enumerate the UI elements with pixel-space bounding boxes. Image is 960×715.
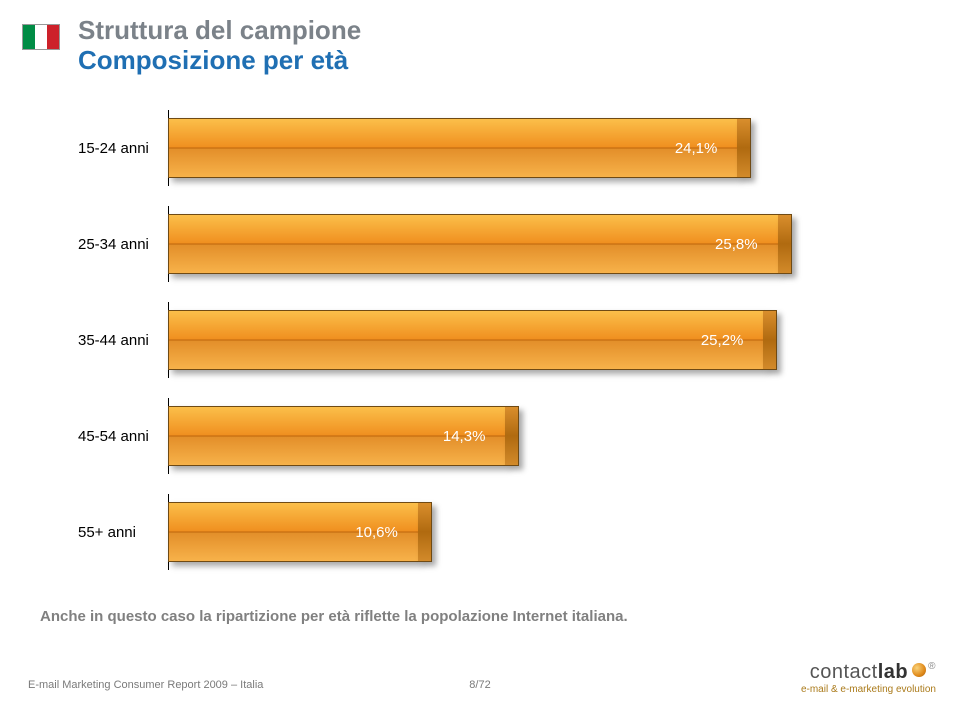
bar-track: 25,8% bbox=[168, 214, 878, 274]
bar: 14,3% bbox=[168, 406, 506, 466]
page-subtitle: Composizione per età bbox=[78, 46, 361, 76]
brand-prefix: contact bbox=[810, 661, 878, 684]
chart-caption: Anche in questo caso la ripartizione per… bbox=[40, 608, 628, 625]
bar: 24,1% bbox=[168, 118, 738, 178]
page-header: Struttura del campione Composizione per … bbox=[78, 16, 361, 76]
footer-page-number: 8/72 bbox=[469, 679, 490, 691]
bar-value: 24,1% bbox=[675, 140, 718, 157]
bar: 10,6% bbox=[168, 502, 419, 562]
brand-bold: lab bbox=[878, 661, 908, 684]
brand-tagline: e-mail & e-marketing evolution bbox=[801, 684, 936, 695]
bar-value: 25,8% bbox=[715, 236, 758, 253]
bar-cap bbox=[763, 310, 777, 370]
bar-label: 35-44 anni bbox=[78, 332, 168, 349]
bar-track: 14,3% bbox=[168, 406, 878, 466]
bar-label: 15-24 anni bbox=[78, 140, 168, 157]
footer-source: E-mail Marketing Consumer Report 2009 – … bbox=[28, 679, 263, 691]
italy-flag-icon bbox=[22, 24, 60, 50]
bar-value: 14,3% bbox=[443, 428, 486, 445]
flag-stripe-green bbox=[23, 25, 35, 49]
chart-row: 55+ anni 10,6% bbox=[78, 484, 878, 580]
page-title: Struttura del campione bbox=[78, 16, 361, 46]
brand-logo-text: contactlab ® bbox=[801, 661, 936, 684]
bar-cap bbox=[418, 502, 432, 562]
bar-track: 24,1% bbox=[168, 118, 878, 178]
bar-track: 25,2% bbox=[168, 310, 878, 370]
bar: 25,2% bbox=[168, 310, 764, 370]
flag-stripe-red bbox=[47, 25, 59, 49]
bar-cap bbox=[737, 118, 751, 178]
bar-track: 10,6% bbox=[168, 502, 878, 562]
age-bar-chart: 15-24 anni 24,1% 25-34 anni 25,8% 35-44 anni… bbox=[78, 100, 878, 580]
bar-cap bbox=[505, 406, 519, 466]
bar-label: 45-54 anni bbox=[78, 428, 168, 445]
chart-row: 45-54 anni 14,3% bbox=[78, 388, 878, 484]
bar-value: 25,2% bbox=[701, 332, 744, 349]
bar-label: 25-34 anni bbox=[78, 236, 168, 253]
brand-ball-icon bbox=[912, 663, 926, 677]
flag-stripe-white bbox=[35, 25, 47, 49]
brand-logo: contactlab ® e-mail & e-marketing evolut… bbox=[801, 661, 936, 695]
bar-cap bbox=[778, 214, 792, 274]
chart-row: 15-24 anni 24,1% bbox=[78, 100, 878, 196]
chart-row: 35-44 anni 25,2% bbox=[78, 292, 878, 388]
bar: 25,8% bbox=[168, 214, 779, 274]
bar-label: 55+ anni bbox=[78, 524, 168, 541]
chart-rows: 15-24 anni 24,1% 25-34 anni 25,8% 35-44 anni… bbox=[78, 100, 878, 580]
brand-registered-icon: ® bbox=[928, 661, 936, 672]
bar-value: 10,6% bbox=[355, 524, 398, 541]
chart-row: 25-34 anni 25,8% bbox=[78, 196, 878, 292]
